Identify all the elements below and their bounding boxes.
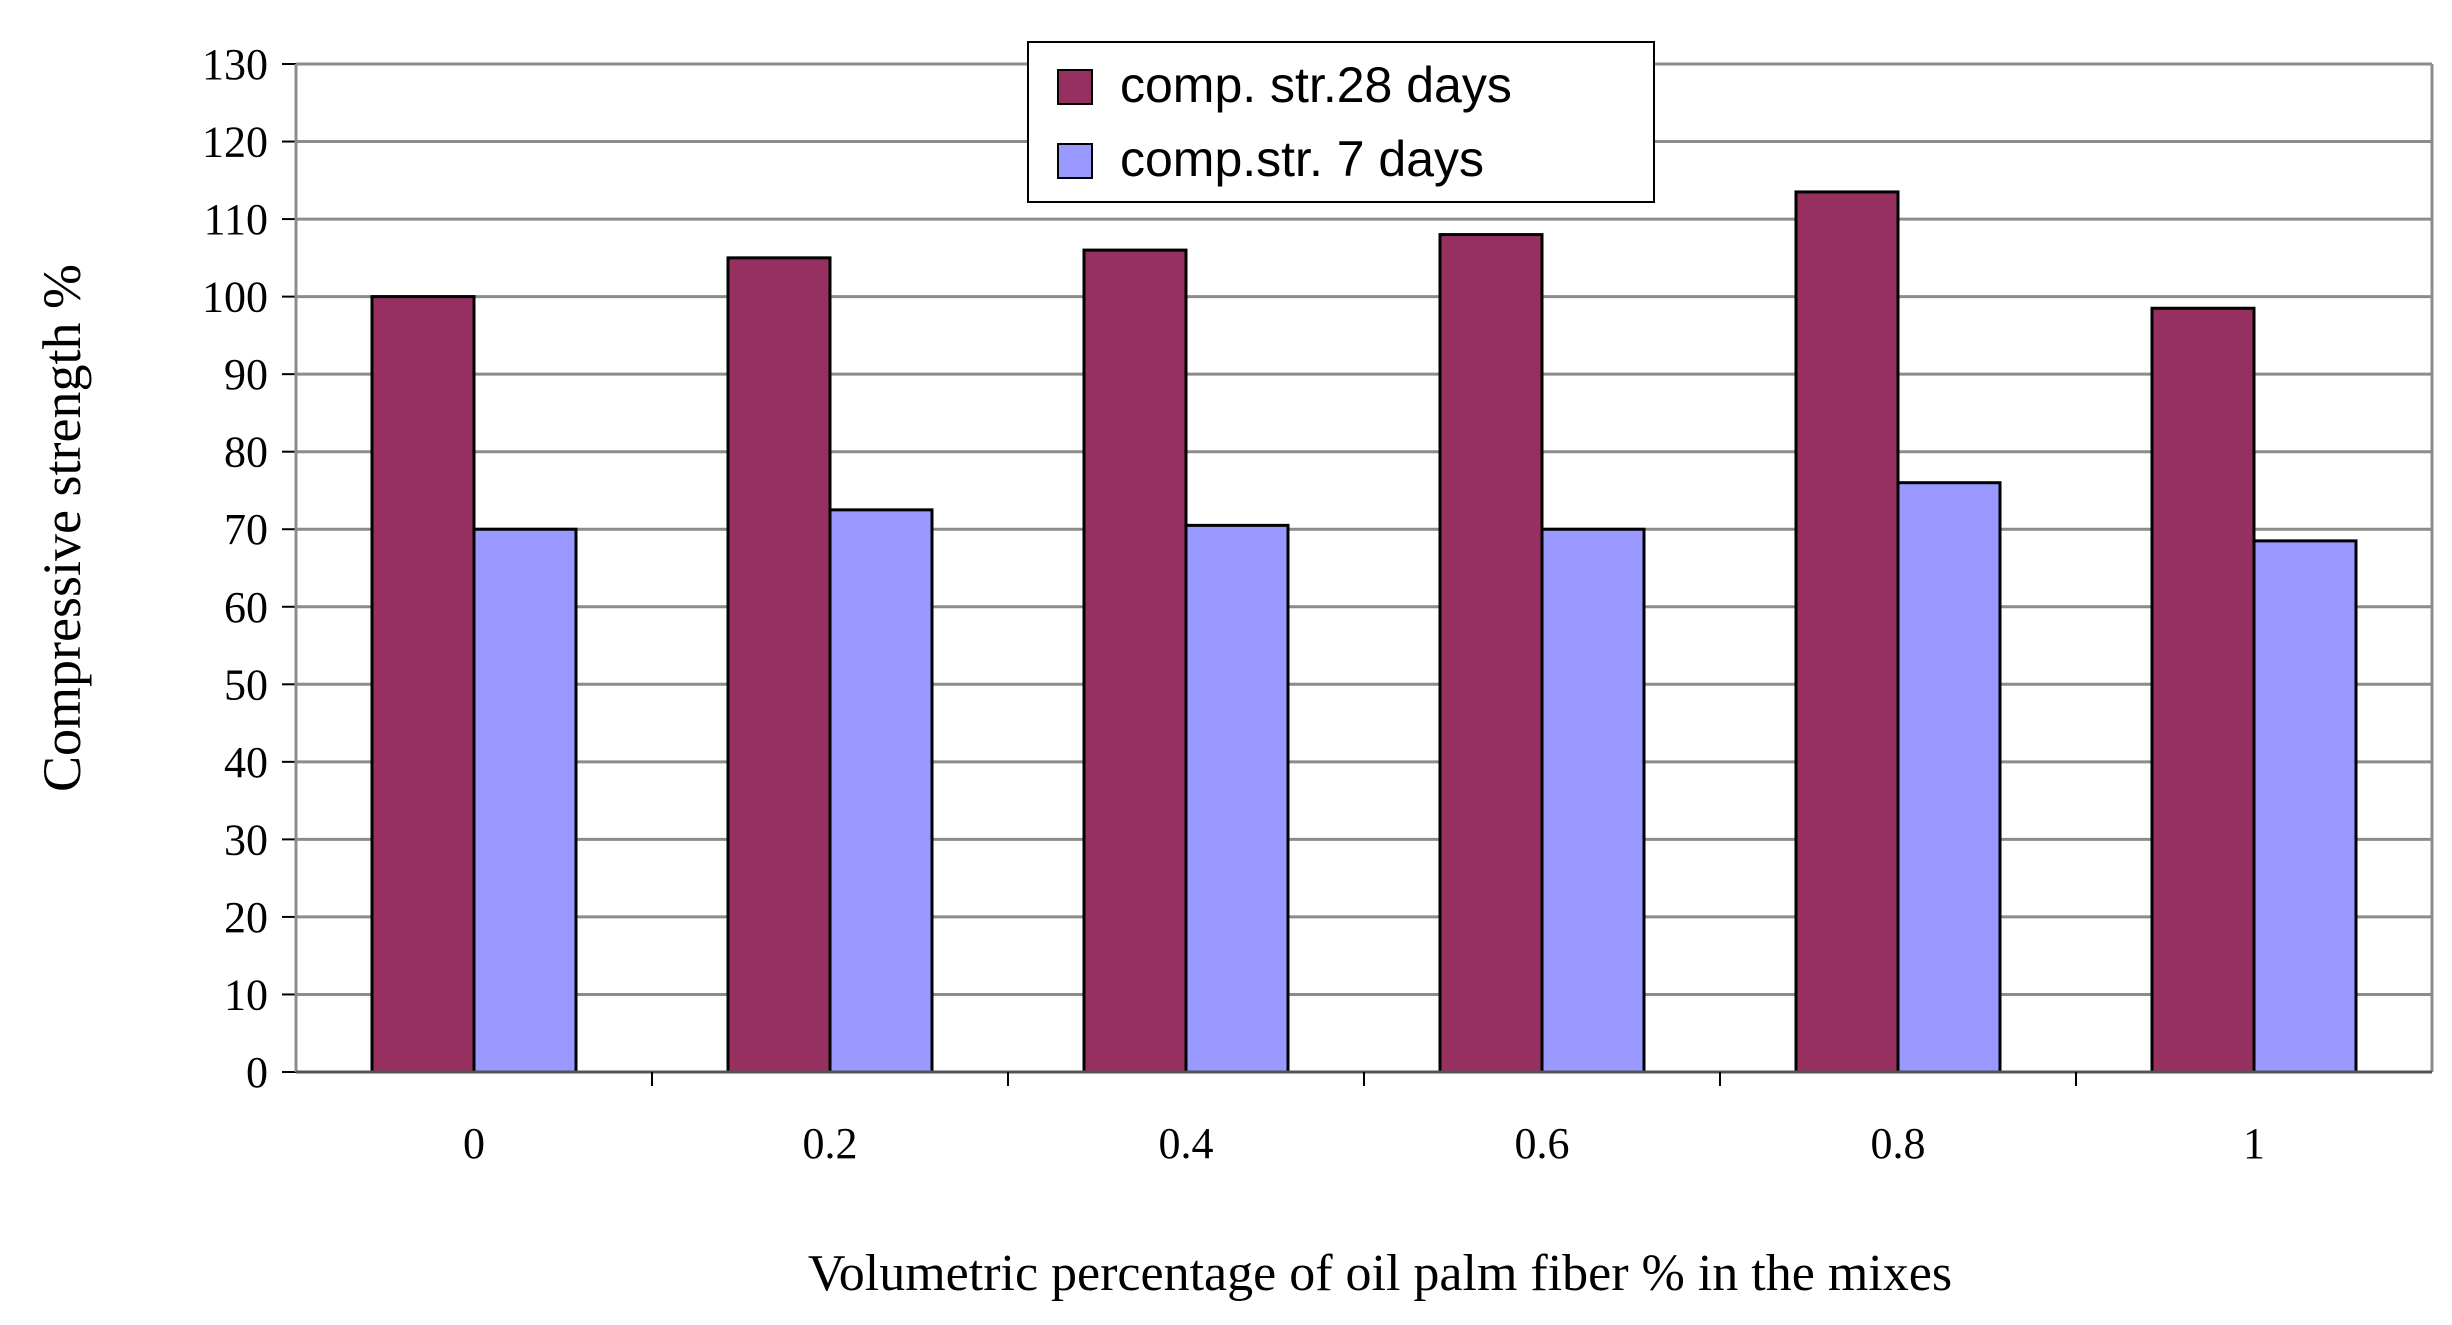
bars <box>370 190 2358 1074</box>
bar-7-days-0.2 <box>828 508 934 1074</box>
legend-label-28-days: comp. str.28 days <box>1120 57 1512 113</box>
bar-7-days-0.8 <box>1896 481 2002 1074</box>
bar-7-days-0.4 <box>1184 523 1290 1074</box>
x-tick-label: 0.6 <box>1515 1119 1570 1168</box>
bar-28-days-0.8 <box>1794 190 1900 1074</box>
legend-swatch-7-days <box>1057 143 1093 179</box>
legend-swatch-28-days <box>1057 69 1093 105</box>
y-tick-label: 50 <box>224 660 268 709</box>
y-tick-label: 70 <box>224 505 268 554</box>
bar-28-days-0.6 <box>1438 233 1544 1074</box>
x-tick-label: 0.4 <box>1159 1119 1214 1168</box>
bar-28-days-0.2 <box>726 256 832 1074</box>
y-tick-label: 0 <box>246 1048 268 1097</box>
x-tick-label: 0 <box>463 1119 485 1168</box>
legend: comp. str.28 days comp.str. 7 days <box>1027 41 1655 203</box>
bar-28-days-0 <box>370 295 476 1074</box>
y-tick-label: 10 <box>224 970 268 1019</box>
y-tick-label: 90 <box>224 350 268 399</box>
x-tick-label: 0.8 <box>1871 1119 1926 1168</box>
y-tick-label: 110 <box>204 195 268 244</box>
x-tick-label: 0.2 <box>803 1119 858 1168</box>
y-axis-label: Compressive strength % <box>32 264 92 792</box>
y-tick-labels: 0 10 20 30 40 50 60 70 80 90 100 110 120 130 <box>202 40 268 1097</box>
y-tick-label: 100 <box>202 273 268 322</box>
x-axis-label: Volumetric percentage of oil palm fiber … <box>808 1245 1952 1302</box>
bar-7-days-1 <box>2252 539 2358 1074</box>
legend-label-7-days: comp.str. 7 days <box>1120 131 1484 187</box>
x-tick-labels: 0 0.2 0.4 0.6 0.8 1 <box>463 1119 2265 1168</box>
y-tick-label: 30 <box>224 815 268 864</box>
y-tick-label: 130 <box>202 40 268 89</box>
gridlines <box>296 62 2434 1072</box>
y-tick-label: 20 <box>224 893 268 942</box>
bar-7-days-0 <box>472 527 578 1074</box>
x-tick-label: 1 <box>2243 1119 2265 1168</box>
y-tick-label: 120 <box>202 118 268 167</box>
y-tick-label: 40 <box>224 738 268 787</box>
y-tick-label: 60 <box>224 583 268 632</box>
bar-7-days-0.6 <box>1540 527 1646 1074</box>
bar-28-days-0.4 <box>1082 248 1188 1074</box>
bar-28-days-1 <box>2150 306 2256 1074</box>
legend-box <box>1027 41 1655 203</box>
y-tick-label: 80 <box>224 428 268 477</box>
axes <box>282 63 2432 1086</box>
